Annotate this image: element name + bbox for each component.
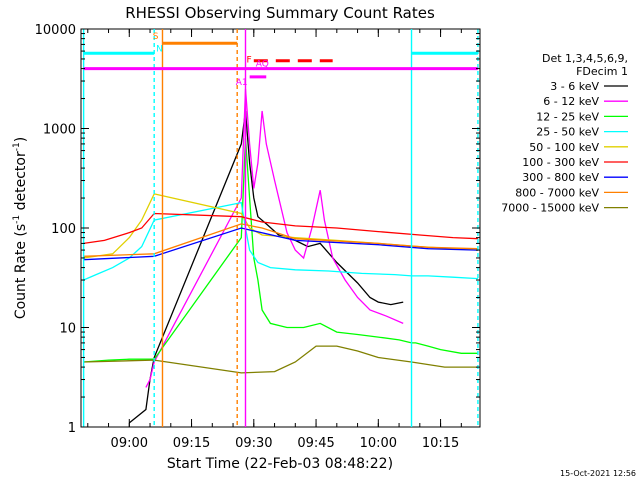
legend-entry-label-6-12-kev: 6 - 12 keV	[543, 95, 599, 108]
y-tick-label: 1	[68, 421, 76, 436]
timestamp: 15-Oct-2021 12:56	[560, 469, 636, 478]
legend-entry-label-25-50-kev: 25 - 50 keV	[536, 126, 599, 139]
x-tick-label: 09:15	[173, 436, 210, 451]
legend-header-line: Det 1,3,4,5,6,9,	[542, 52, 628, 65]
flag-label-aq: AQ	[256, 60, 269, 70]
flag-label-a1: A1	[236, 78, 248, 88]
legend-entry-label-7000-15000-kev: 7000 - 15000 keV	[501, 202, 599, 215]
series-line-7000-15000-kev	[83, 345, 478, 374]
flag-label-f: F	[246, 56, 251, 66]
flag-lines: NS F AQ A1	[83, 32, 478, 88]
legend-header-line: FDecim 1	[576, 65, 628, 78]
flag-label-s: S	[153, 32, 159, 42]
legend-entry-label-50-100-kev: 50 - 100 keV	[529, 141, 599, 154]
chart-title: RHESSI Observing Summary Count Rates	[125, 4, 435, 22]
y-tick-label: 10	[59, 322, 76, 337]
legend-entry-label-3-6-kev: 3 - 6 keV	[550, 80, 599, 93]
x-tick-label: 09:00	[111, 436, 148, 451]
x-tick-label: 10:15	[422, 436, 459, 451]
series-line-6-12-kev	[145, 88, 404, 388]
legend: Det 1,3,4,5,6,9,FDecim 1 3 - 6 keV 6 - 12 …	[501, 52, 628, 215]
flag-label-n: N	[156, 44, 163, 54]
legend-entry-label-12-25-kev: 12 - 25 keV	[536, 110, 599, 123]
series-line-12-25-kev	[83, 138, 478, 363]
legend-entry-label-800-7000-kev: 800 - 7000 keV	[515, 186, 599, 199]
series-line-800-7000-kev	[83, 223, 478, 257]
legend-entry-label-300-800-kev: 300 - 800 keV	[522, 171, 599, 184]
series-line-3-6-kev	[128, 110, 404, 424]
x-tick-label: 10:00	[360, 436, 397, 451]
axis-ticks: 1 10 100 1000 10000 09:00 09:15 09:30 09:45 10:00…	[35, 23, 480, 451]
x-tick-label: 09:30	[235, 436, 272, 451]
x-axis-label: Start Time (22-Feb-03 08:48:22)	[167, 456, 393, 472]
y-tick-label: 100	[51, 222, 76, 237]
series-layer	[83, 88, 478, 424]
y-tick-label: 10000	[35, 23, 76, 38]
legend-entry-label-100-300-kev: 100 - 300 keV	[522, 156, 599, 169]
y-tick-label: 1000	[43, 123, 76, 138]
x-tick-label: 09:45	[297, 436, 334, 451]
series-line-100-300-kev	[83, 212, 478, 245]
y-axis-label: Count Rate (s-1 detector-1)	[12, 137, 29, 319]
